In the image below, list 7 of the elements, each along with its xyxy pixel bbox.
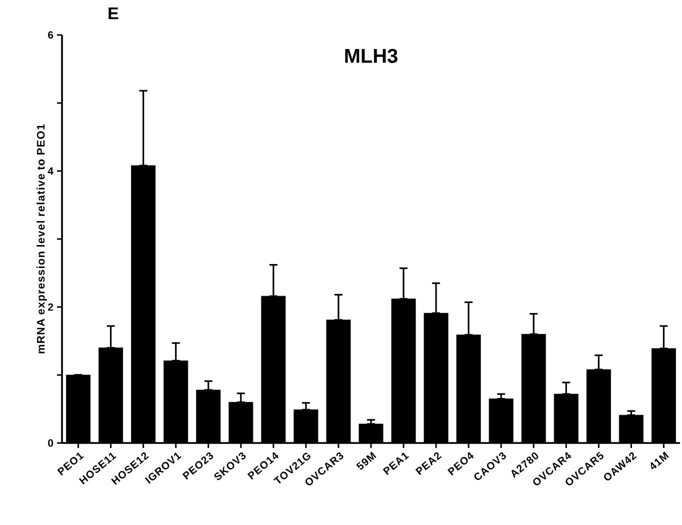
y-tick-label: 4: [48, 167, 54, 175]
text: E: [108, 8, 118, 20]
y-axis-title: mRNA expression level relative to PEO1: [36, 124, 47, 354]
text: MLH3: [345, 48, 398, 63]
y-tick-label: 0: [48, 439, 54, 447]
y-tick-label: 2: [48, 303, 54, 311]
y-tick-label: 6: [48, 31, 54, 39]
